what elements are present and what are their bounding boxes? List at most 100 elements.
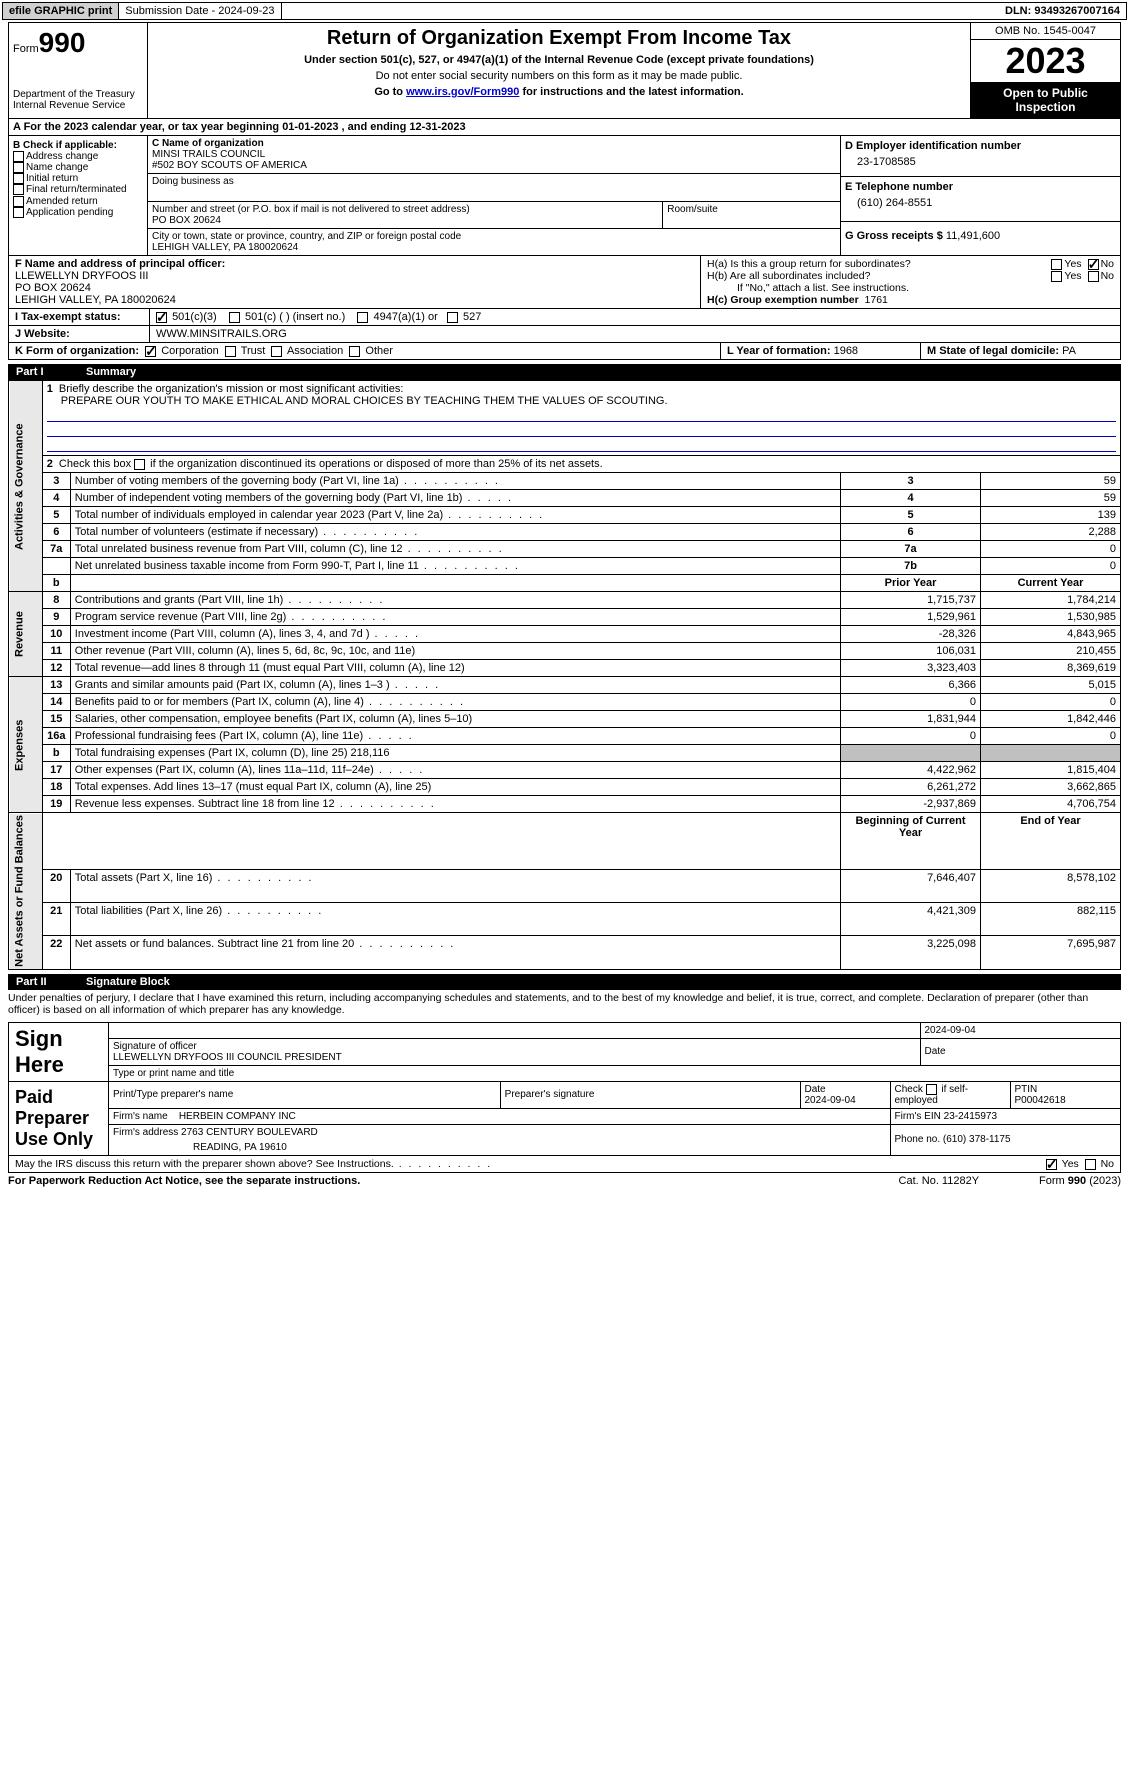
curr-val: 7,695,987 (981, 936, 1121, 969)
efile-print-button[interactable]: efile GRAPHIC print (3, 3, 119, 19)
org-name-label: C Name of organization (152, 138, 836, 149)
prior-val: 7,646,407 (841, 869, 981, 902)
prior-val: 4,422,962 (841, 762, 981, 779)
chk-address-change[interactable] (13, 151, 24, 162)
officer-signature: LLEWELLYN DRYFOOS III COUNCIL PRESIDENT (113, 1052, 916, 1063)
footer-left: For Paperwork Reduction Act Notice, see … (8, 1175, 360, 1187)
row-text: Number of voting members of the governin… (70, 473, 840, 490)
hb-note: If "No," attach a list. See instructions… (707, 282, 1114, 294)
chk-amended[interactable] (13, 196, 24, 207)
row-text: Total number of volunteers (estimate if … (70, 524, 840, 541)
curr-val: 1,842,446 (981, 711, 1121, 728)
lbl-address-change: Address change (26, 151, 98, 162)
row-text: Investment income (Part VIII, column (A)… (70, 626, 840, 643)
part-1-title: Summary (86, 366, 136, 378)
chk-discuss-no[interactable] (1085, 1159, 1096, 1170)
paid-label-3: Use Only (15, 1129, 102, 1150)
chk-501c3[interactable] (156, 312, 167, 323)
footer-right: Form 990 (2023) (1039, 1175, 1121, 1187)
discuss-row: May the IRS discuss this return with the… (8, 1156, 1121, 1173)
chk-other[interactable] (349, 346, 360, 357)
date-label: Date (920, 1038, 1120, 1065)
eoy-head: End of Year (981, 813, 1121, 870)
discuss-yes: Yes (1062, 1158, 1079, 1170)
tax-status-label: I Tax-exempt status: (9, 309, 149, 325)
chk-assoc[interactable] (271, 346, 282, 357)
firm-addr1: 2763 CENTURY BOULEVARD (181, 1127, 318, 1138)
lbl-initial-return: Initial return (26, 173, 78, 184)
paid-preparer-block: PaidPreparerUse Only Print/Type preparer… (8, 1082, 1121, 1156)
firm-addr2: READING, PA 19610 (113, 1138, 886, 1153)
lbl-amended: Amended return (26, 196, 98, 207)
chk-trust[interactable] (225, 346, 236, 357)
row-text: Other revenue (Part VIII, column (A), li… (70, 643, 840, 660)
chk-self-employed[interactable] (926, 1084, 937, 1095)
street-label: Number and street (or P.O. box if mail i… (152, 204, 658, 215)
part-1-header: Part I Summary (8, 364, 1121, 380)
row-text: Total liabilities (Part X, line 26) (70, 903, 840, 936)
discuss-text: May the IRS discuss this return with the… (15, 1158, 394, 1170)
chk-527[interactable] (447, 312, 458, 323)
chk-4947[interactable] (357, 312, 368, 323)
hc-value: 1761 (865, 294, 888, 306)
box-b: B Check if applicable: Address change Na… (8, 136, 148, 256)
chk-app-pending[interactable] (13, 207, 24, 218)
lbl-501c: 501(c) ( ) (insert no.) (245, 311, 345, 323)
domicile-value: PA (1062, 345, 1076, 357)
mission-blank-3 (47, 438, 1116, 452)
prior-val: 3,225,098 (841, 936, 981, 969)
lbl-527: 527 (463, 311, 481, 323)
row-value: 59 (981, 490, 1121, 507)
box-b-label: B Check if applicable: (13, 140, 143, 151)
summary-row: 7aTotal unrelated business revenue from … (9, 541, 1121, 558)
section-bcd: B Check if applicable: Address change Na… (8, 136, 1121, 256)
ein-value: 23-1708585 (845, 152, 1116, 172)
phone-label: E Telephone number (845, 181, 1116, 193)
self-employed-cell: Check if self-employed (890, 1082, 1010, 1109)
year-form-value: 1968 (834, 345, 858, 357)
sign-label-1: Sign (15, 1026, 102, 1052)
side-expenses: Expenses (9, 677, 43, 813)
form-number: 990 (39, 27, 86, 58)
chk-line-2[interactable] (134, 459, 145, 470)
city-value: LEHIGH VALLEY, PA 180020624 (152, 242, 836, 253)
chk-name-change[interactable] (13, 162, 24, 173)
row-text: Revenue less expenses. Subtract line 18 … (70, 796, 840, 813)
row-text: Professional fundraising fees (Part IX, … (70, 728, 840, 745)
chk-501c[interactable] (229, 312, 240, 323)
prep-sig-label: Preparer's signature (500, 1082, 800, 1109)
curr-val: 3,662,865 (981, 779, 1121, 796)
lbl-trust: Trust (241, 345, 266, 357)
row-text: Total number of individuals employed in … (70, 507, 840, 524)
curr-val: 1,815,404 (981, 762, 1121, 779)
curr-val: 0 (981, 694, 1121, 711)
website-value: WWW.MINSITRAILS.ORG (149, 326, 1120, 342)
type-name-label: Type or print name and title (109, 1065, 1120, 1081)
curr-val: 8,578,102 (981, 869, 1121, 902)
prior-val: -2,937,869 (841, 796, 981, 813)
row-text: Number of independent voting members of … (70, 490, 840, 507)
tax-year: 2023 (971, 40, 1120, 82)
hb-yes: Yes (1064, 270, 1081, 282)
row-text: Total unrelated business revenue from Pa… (70, 541, 840, 558)
hb-no: No (1101, 270, 1114, 282)
chk-initial-return[interactable] (13, 173, 24, 184)
irs-link[interactable]: www.irs.gov/Form990 (406, 86, 519, 98)
sig-officer-label: Signature of officer (113, 1041, 916, 1052)
chk-final-return[interactable] (13, 184, 24, 195)
chk-ha-no[interactable] (1088, 259, 1099, 270)
firm-ein: 23-2415973 (944, 1111, 997, 1122)
chk-hb-yes[interactable] (1051, 271, 1062, 282)
domicile-label: M State of legal domicile: (927, 345, 1059, 357)
curr-val: 4,706,754 (981, 796, 1121, 813)
summary-row: 4Number of independent voting members of… (9, 490, 1121, 507)
chk-ha-yes[interactable] (1051, 259, 1062, 270)
section-a: A For the 2023 calendar year, or tax yea… (8, 119, 1121, 136)
lbl-other: Other (365, 345, 393, 357)
chk-hb-no[interactable] (1088, 271, 1099, 282)
submission-date: Submission Date - 2024-09-23 (119, 3, 281, 19)
chk-discuss-yes[interactable] (1046, 1159, 1057, 1170)
chk-corp[interactable] (145, 346, 156, 357)
firm-name-label: Firm's name (113, 1111, 168, 1122)
row-text: Total expenses. Add lines 13–17 (must eq… (70, 779, 840, 796)
